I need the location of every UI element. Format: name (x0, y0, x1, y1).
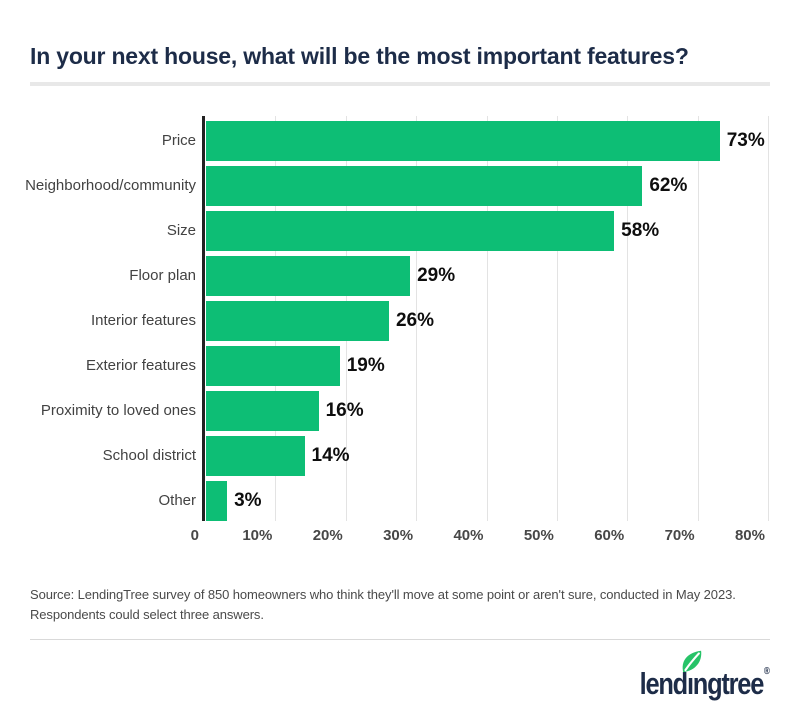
value-label: 29% (417, 265, 456, 286)
bar (206, 121, 720, 161)
gridline (556, 116, 558, 521)
gridline (768, 116, 769, 521)
x-tick-label: 50% (523, 527, 554, 544)
bar-row: Price 73% (162, 121, 769, 161)
bar (206, 166, 643, 206)
logo-wordmark: lend ıngtree (639, 650, 765, 701)
wordmark-pre: lend (639, 666, 689, 701)
registered-trademark: ® (763, 666, 770, 677)
x-tick-label: 20% (312, 527, 343, 544)
bar (206, 211, 615, 251)
bar (206, 391, 319, 431)
category-label: Proximity to loved ones (40, 402, 196, 419)
x-tick-label: 30% (383, 527, 414, 544)
category-label: Other (158, 492, 196, 509)
value-label: 73% (726, 130, 765, 151)
value-label: 62% (649, 175, 688, 196)
footer-divider (30, 639, 770, 640)
source-note: Source: LendingTree survey of 850 homeow… (30, 587, 736, 622)
category-label: Interior features (90, 312, 196, 329)
bar-row: Floor plan 29% (129, 256, 769, 296)
x-tick-label: 10% (242, 527, 273, 544)
category-label: Size (166, 222, 196, 239)
gridline (416, 116, 418, 521)
value-label: 58% (621, 220, 660, 241)
bar (206, 301, 389, 341)
bar (206, 346, 340, 386)
category-label: Neighborhood/community (25, 177, 196, 194)
bar-row: Neighborhood/community 62% (25, 166, 769, 206)
bar-row: Interior features 26% (91, 301, 769, 341)
bar-chart: Price 73% Neighborhood/community 62% Size 58%… (25, 116, 775, 556)
bar (206, 436, 305, 476)
bar-row: Size 58% (167, 211, 769, 251)
bar-row: Proximity to loved ones 16% (41, 391, 769, 431)
bar-row: Exterior features 19% (86, 346, 769, 386)
x-tick-label: 60% (594, 527, 625, 544)
value-label: 16% (325, 400, 364, 421)
bar (206, 481, 228, 521)
value-label: 26% (395, 310, 434, 331)
category-label: Price (161, 132, 196, 149)
wordmark-post: ngtree (692, 666, 765, 701)
gridline (486, 116, 488, 521)
leaf-icon (682, 650, 702, 673)
bar-row: School district 14% (103, 436, 769, 476)
gridline (627, 116, 629, 521)
lendingtree-logo: lend ıngtree ® (639, 650, 770, 701)
bar (206, 256, 411, 296)
value-label: 19% (346, 355, 385, 376)
gridline (697, 116, 699, 521)
value-label: 14% (311, 445, 350, 466)
page-title: In your next house, what will be the mos… (30, 43, 689, 69)
x-tick-label: 70% (664, 527, 695, 544)
category-label: Floor plan (129, 267, 196, 284)
category-label: School district (102, 447, 196, 464)
x-tick-label: 40% (453, 527, 484, 544)
wordmark-i-glyph: ı (686, 666, 694, 701)
bar-row: Other 3% (158, 481, 769, 521)
x-tick-label: 0 (190, 527, 199, 544)
value-label: 3% (234, 490, 262, 511)
x-tick-label: 80% (734, 527, 765, 544)
category-label: Exterior features (85, 357, 196, 374)
title-divider (30, 82, 770, 86)
y-axis-line (202, 116, 205, 521)
bar-rows: Price 73% Neighborhood/community 62% Size 58%… (25, 121, 769, 526)
